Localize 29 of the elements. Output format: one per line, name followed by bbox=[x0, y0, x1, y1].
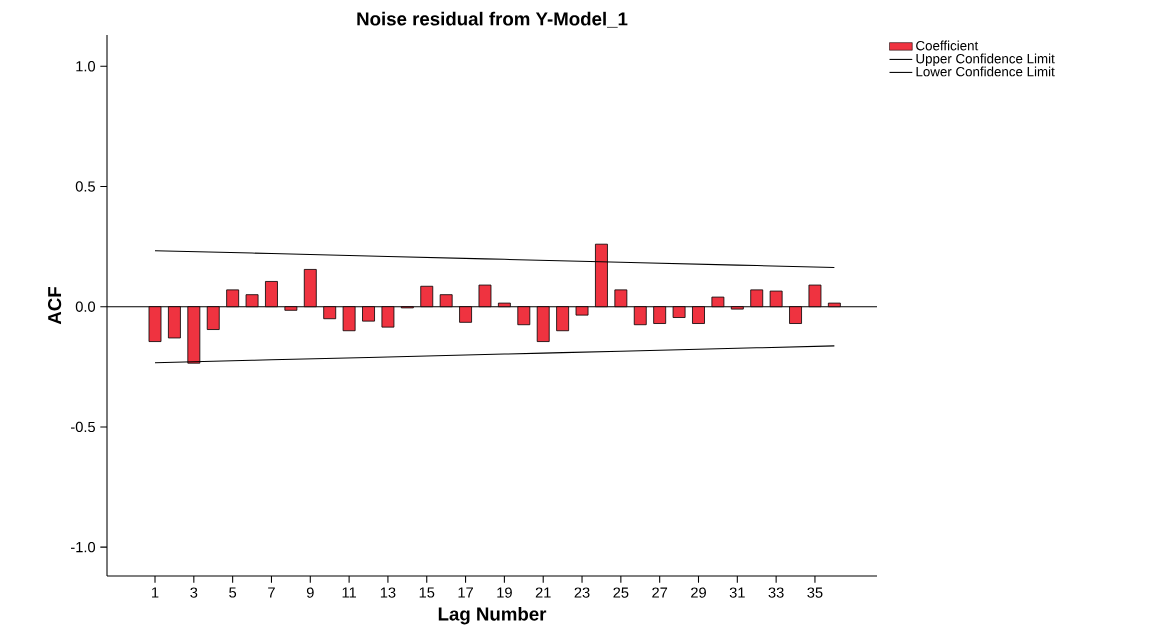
legend-label: Coefficient bbox=[916, 40, 979, 51]
x-tick-label: 3 bbox=[190, 587, 198, 598]
x-tick-label: 17 bbox=[458, 587, 473, 598]
legend-label: Lower Confidence Limit bbox=[916, 66, 1055, 77]
y-tick-label: -1.0 bbox=[71, 541, 96, 553]
x-tick-label: 11 bbox=[342, 587, 357, 598]
y-tick-label: -0.5 bbox=[71, 421, 95, 433]
x-tick-label: 21 bbox=[535, 587, 551, 598]
y-tick-label: 0.5 bbox=[75, 181, 95, 192]
x-tick-label: 33 bbox=[768, 587, 784, 598]
x-tick-label: 5 bbox=[229, 587, 237, 598]
x-tick-label: 35 bbox=[807, 587, 823, 598]
x-tick-label: 19 bbox=[497, 587, 512, 598]
x-axis-title: Lag Number bbox=[438, 606, 547, 625]
x-tick-label: 27 bbox=[652, 587, 668, 598]
y-tick-label: 0.0 bbox=[75, 301, 96, 312]
x-tick-label: 25 bbox=[613, 587, 629, 598]
x-tick-label: 13 bbox=[380, 587, 396, 598]
chart-title: Noise residual from Y-Model_1 bbox=[357, 11, 628, 28]
x-tick-label: 31 bbox=[729, 587, 745, 598]
x-tick-label: 9 bbox=[306, 587, 314, 598]
x-tick-label: 15 bbox=[419, 587, 435, 598]
x-tick-label: 23 bbox=[574, 587, 590, 598]
y-axis-title: ACF bbox=[47, 287, 62, 325]
legend-label: Upper Confidence Limit bbox=[916, 53, 1055, 67]
x-tick-label: 1 bbox=[152, 587, 159, 598]
x-tick-label: 7 bbox=[268, 587, 275, 598]
x-tick-label: 29 bbox=[691, 587, 706, 598]
y-tick-label: 1.0 bbox=[76, 61, 96, 72]
